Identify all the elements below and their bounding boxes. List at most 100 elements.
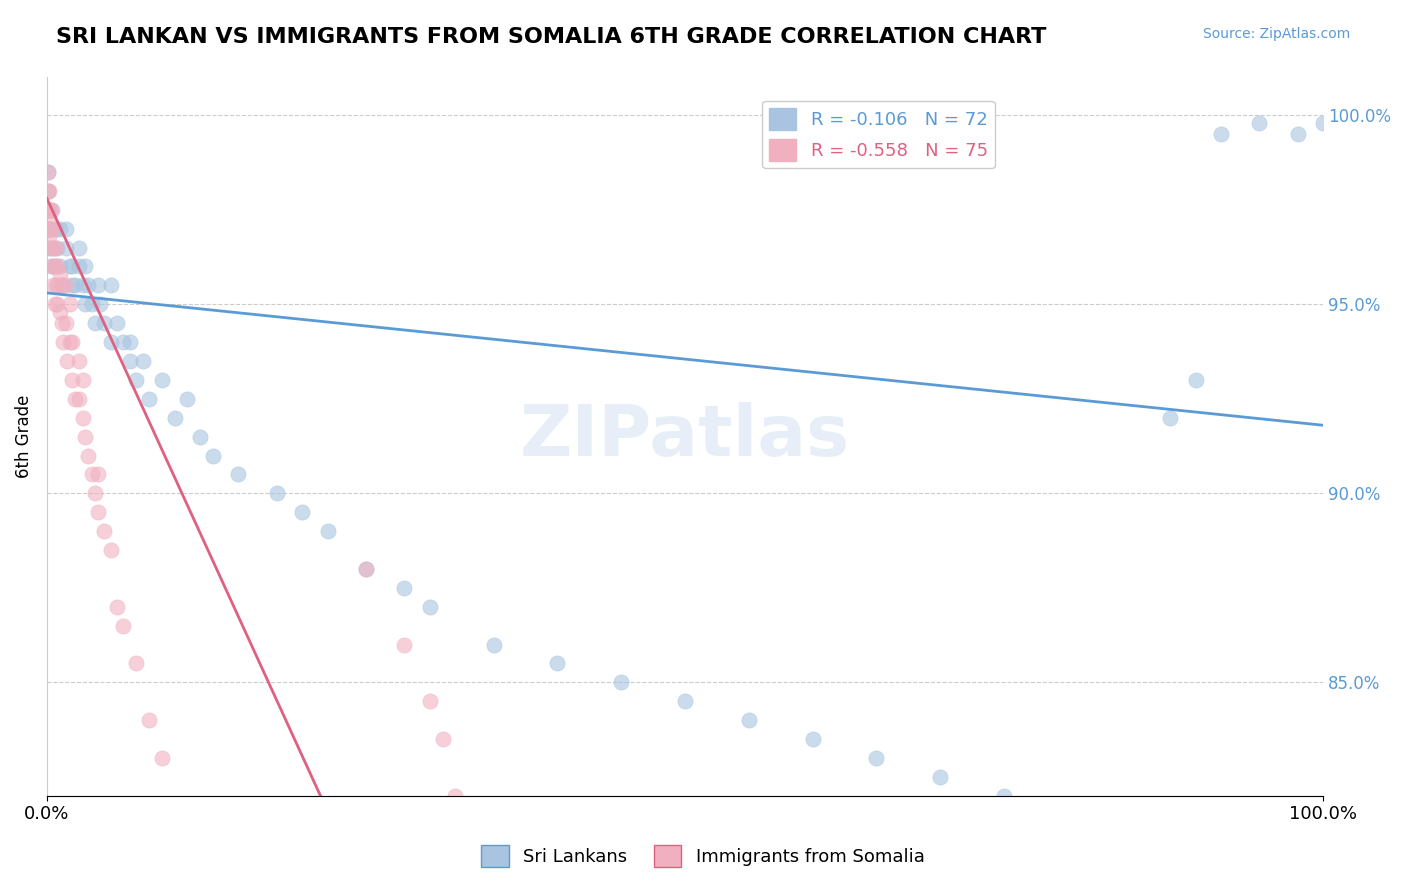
Point xyxy=(118,335,141,350)
Point xyxy=(354,562,377,576)
Point xyxy=(37,202,59,217)
Point xyxy=(37,221,59,235)
Point xyxy=(1209,127,1232,141)
Legend: Sri Lankans, Immigrants from Somalia: Sri Lankans, Immigrants from Somalia xyxy=(474,838,932,874)
Point xyxy=(394,638,416,652)
Point xyxy=(38,214,60,228)
Point xyxy=(55,316,77,330)
Point xyxy=(44,260,66,274)
Point xyxy=(45,221,67,235)
Point xyxy=(457,826,479,840)
Point xyxy=(80,467,103,482)
Point xyxy=(228,467,250,482)
Point xyxy=(1057,807,1080,822)
Point xyxy=(38,202,60,217)
Point xyxy=(42,241,65,255)
Point xyxy=(38,202,60,217)
Point xyxy=(46,241,69,255)
Point xyxy=(138,392,160,406)
Point xyxy=(419,599,441,614)
Point xyxy=(1312,116,1334,130)
Point xyxy=(419,694,441,708)
Point xyxy=(112,335,135,350)
Point xyxy=(1249,116,1271,130)
Point xyxy=(673,694,696,708)
Point xyxy=(48,305,70,319)
Point xyxy=(39,221,62,235)
Point xyxy=(100,543,122,558)
Point xyxy=(67,260,90,274)
Point xyxy=(801,732,824,747)
Point xyxy=(37,165,59,179)
Point xyxy=(48,267,70,281)
Point xyxy=(87,278,110,293)
Point xyxy=(55,278,77,293)
Point xyxy=(738,713,761,727)
Point xyxy=(62,335,84,350)
Point xyxy=(62,260,84,274)
Point xyxy=(105,316,128,330)
Point xyxy=(163,807,186,822)
Text: ZIPatlas: ZIPatlas xyxy=(520,402,851,471)
Point xyxy=(993,789,1015,803)
Point xyxy=(89,297,111,311)
Point xyxy=(42,241,65,255)
Point xyxy=(75,297,97,311)
Point xyxy=(163,410,186,425)
Point xyxy=(316,524,339,538)
Point xyxy=(63,392,86,406)
Point xyxy=(44,297,66,311)
Point xyxy=(80,297,103,311)
Point xyxy=(45,278,67,293)
Point xyxy=(51,278,73,293)
Point xyxy=(67,241,90,255)
Point xyxy=(546,657,568,671)
Point xyxy=(42,278,65,293)
Point xyxy=(100,278,122,293)
Point xyxy=(93,524,115,538)
Point xyxy=(87,467,110,482)
Point xyxy=(1121,826,1143,840)
Text: SRI LANKAN VS IMMIGRANTS FROM SOMALIA 6TH GRADE CORRELATION CHART: SRI LANKAN VS IMMIGRANTS FROM SOMALIA 6T… xyxy=(56,27,1046,46)
Point xyxy=(150,373,173,387)
Point xyxy=(394,581,416,595)
Point xyxy=(37,184,59,198)
Point xyxy=(76,449,98,463)
Point xyxy=(188,883,211,892)
Point xyxy=(56,354,79,368)
Point xyxy=(67,392,90,406)
Point xyxy=(37,165,59,179)
Point xyxy=(38,221,60,235)
Point xyxy=(41,202,63,217)
Point xyxy=(291,505,314,519)
Text: Source: ZipAtlas.com: Source: ZipAtlas.com xyxy=(1202,27,1350,41)
Point xyxy=(125,373,148,387)
Point xyxy=(52,335,75,350)
Point xyxy=(444,789,467,803)
Point xyxy=(55,241,77,255)
Point xyxy=(125,657,148,671)
Point xyxy=(1286,127,1309,141)
Point xyxy=(865,751,887,765)
Point xyxy=(38,184,60,198)
Point xyxy=(48,260,70,274)
Point xyxy=(354,562,377,576)
Point xyxy=(610,675,633,690)
Point xyxy=(62,278,84,293)
Point xyxy=(72,278,94,293)
Legend: R = -0.106   N = 72, R = -0.558   N = 75: R = -0.106 N = 72, R = -0.558 N = 75 xyxy=(762,101,995,169)
Point xyxy=(46,297,69,311)
Point xyxy=(41,260,63,274)
Point xyxy=(1184,373,1206,387)
Point xyxy=(38,229,60,244)
Point xyxy=(482,638,505,652)
Point xyxy=(105,599,128,614)
Point xyxy=(72,410,94,425)
Point xyxy=(37,184,59,198)
Point xyxy=(75,260,97,274)
Point xyxy=(62,373,84,387)
Point xyxy=(201,449,224,463)
Point xyxy=(48,278,70,293)
Point xyxy=(131,354,153,368)
Y-axis label: 6th Grade: 6th Grade xyxy=(15,395,32,478)
